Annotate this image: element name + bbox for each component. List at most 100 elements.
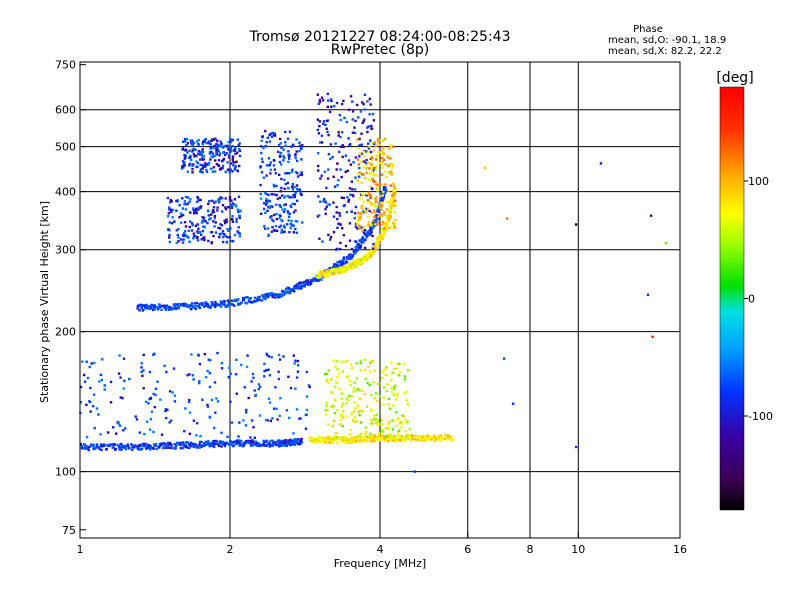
data-point	[186, 170, 189, 173]
data-point	[204, 304, 207, 307]
data-point	[144, 305, 148, 309]
data-point	[234, 299, 238, 303]
data-point	[253, 442, 256, 445]
data-point	[181, 160, 185, 163]
data-point	[318, 275, 321, 278]
data-point	[361, 440, 364, 443]
data-point	[295, 284, 298, 288]
data-point	[356, 158, 360, 161]
data-point	[392, 404, 395, 407]
data-point	[140, 366, 143, 369]
data-point	[369, 437, 373, 440]
data-point	[307, 384, 311, 387]
data-point	[190, 158, 193, 161]
data-point	[218, 152, 222, 155]
data-point	[400, 426, 403, 429]
data-point	[388, 216, 391, 220]
data-point	[134, 415, 137, 418]
data-point	[330, 105, 333, 108]
data-point	[343, 265, 346, 268]
data-point	[265, 444, 268, 448]
data-point	[191, 139, 194, 142]
data-point	[111, 446, 114, 449]
data-point	[354, 249, 357, 252]
data-point	[236, 230, 239, 233]
data-point	[262, 442, 265, 445]
data-point	[342, 436, 345, 439]
data-point	[366, 234, 369, 238]
data-point	[294, 191, 297, 195]
data-point	[334, 365, 337, 368]
data-point	[390, 391, 394, 394]
data-point	[207, 163, 210, 167]
data-point	[203, 352, 206, 356]
data-point	[426, 436, 430, 439]
data-point	[307, 281, 311, 284]
data-point	[175, 444, 178, 447]
data-point	[358, 167, 361, 170]
data-point	[299, 193, 303, 196]
data-point	[214, 439, 217, 443]
data-point	[210, 441, 213, 445]
data-point	[295, 283, 299, 286]
data-point	[335, 211, 338, 214]
data-point	[233, 167, 236, 170]
data-point	[212, 211, 215, 214]
data-point	[392, 221, 395, 225]
data-point	[335, 436, 339, 439]
data-point	[350, 413, 353, 416]
data-point	[268, 440, 271, 443]
data-point	[331, 392, 334, 395]
data-point	[109, 443, 113, 446]
data-point	[280, 177, 283, 181]
data-point	[358, 435, 361, 438]
data-point	[159, 305, 162, 308]
y-tick-label: 100	[55, 466, 76, 479]
data-point	[277, 439, 281, 442]
data-point	[183, 154, 186, 157]
data-point	[353, 126, 356, 129]
data-point	[265, 140, 268, 144]
data-point	[294, 153, 297, 156]
data-point	[378, 204, 381, 207]
data-point	[346, 169, 349, 172]
data-point	[356, 249, 359, 252]
data-point	[286, 286, 289, 289]
data-point	[345, 210, 348, 214]
data-point	[380, 173, 384, 176]
data-point	[327, 435, 330, 439]
data-point	[385, 228, 389, 231]
data-point	[268, 374, 272, 377]
data-point	[183, 232, 186, 235]
data-point	[289, 442, 293, 446]
data-point	[234, 147, 237, 150]
data-point	[100, 378, 103, 382]
data-point	[232, 444, 235, 447]
data-point	[317, 152, 320, 155]
data-point	[198, 443, 201, 446]
data-point	[318, 237, 321, 240]
data-point	[339, 270, 342, 273]
data-point	[354, 176, 357, 179]
data-point	[327, 274, 331, 277]
data-point	[93, 361, 96, 365]
data-point	[337, 268, 340, 271]
data-point	[321, 439, 324, 442]
data-point	[225, 152, 228, 155]
data-point	[202, 158, 205, 161]
data-point	[355, 436, 359, 439]
data-point	[352, 194, 355, 198]
data-point	[292, 231, 295, 234]
data-point	[356, 222, 359, 225]
data-point	[156, 308, 160, 311]
data-point	[171, 391, 174, 394]
data-point	[277, 442, 280, 445]
data-point	[214, 411, 217, 414]
data-point	[395, 367, 398, 370]
data-point	[220, 431, 223, 434]
data-point	[245, 302, 249, 305]
data-point	[213, 215, 217, 218]
data-point	[354, 225, 358, 228]
data-point	[388, 214, 391, 217]
